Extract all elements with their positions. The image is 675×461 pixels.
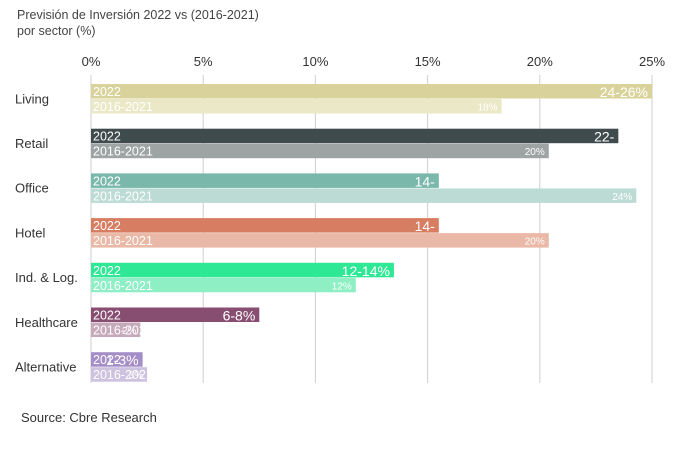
data-label: 1-3% — [106, 352, 139, 368]
bar — [91, 277, 356, 293]
bar — [91, 367, 148, 382]
data-label: 24% — [612, 192, 632, 203]
category-label: Hotel — [15, 225, 45, 240]
category-label: Ind. & Log. — [15, 270, 78, 285]
bar — [91, 188, 637, 203]
chart-title-line2: por sector (%) — [17, 24, 96, 38]
bar — [91, 128, 619, 144]
data-label: 12-14% — [342, 263, 390, 279]
bar-series-label: 2022 — [93, 353, 121, 367]
data-label: 2% — [122, 326, 137, 337]
bar-series-label: 2016-2021 — [93, 368, 153, 382]
bar-series-label: 2022 — [93, 264, 121, 278]
data-label: 3% — [129, 371, 144, 382]
category-label: Healthcare — [15, 315, 78, 330]
category-label: Living — [15, 91, 49, 106]
category-label: Alternative — [15, 359, 76, 374]
bar — [91, 84, 652, 99]
bar — [91, 143, 549, 159]
bar-series-label: 2022 — [93, 85, 121, 99]
chart-title: Previsión de Inversión 2022 vs (2016-202… — [17, 7, 259, 39]
bar-series-label: 2022 — [93, 174, 121, 188]
bar — [91, 322, 141, 337]
x-tick-label: 15% — [415, 54, 441, 69]
bar — [91, 352, 143, 367]
data-label: 14- — [415, 173, 436, 189]
x-tick-label: 10% — [302, 54, 328, 69]
bar-series-label: 2016-2021 — [93, 324, 153, 338]
bar-series-label: 2022 — [93, 219, 121, 233]
bar — [91, 233, 549, 248]
x-tick-label: 0% — [82, 54, 101, 69]
data-label: 6-8% — [223, 308, 256, 324]
data-label: 20% — [525, 237, 545, 248]
x-tick-label: 20% — [527, 54, 553, 69]
source-note: Source: Cbre Research — [21, 410, 157, 425]
bar-series-label: 2016-2021 — [93, 279, 153, 293]
bar-series-label: 2022 — [93, 309, 121, 323]
bar — [91, 218, 439, 233]
category-label: Office — [15, 181, 49, 196]
x-tick-label: 5% — [194, 54, 213, 69]
x-tick-label: 25% — [639, 54, 665, 69]
category-label: Retail — [15, 136, 48, 151]
data-label: 22- — [594, 129, 615, 145]
bar — [91, 262, 394, 278]
data-label: 14- — [415, 218, 436, 234]
bar-series-label: 2016-2021 — [93, 189, 153, 203]
bar — [91, 173, 439, 188]
data-label: 12% — [332, 281, 352, 292]
bar-series-label: 2016-2021 — [93, 234, 153, 248]
chart-title-line1: Previsión de Inversión 2022 vs (2016-202… — [17, 8, 259, 22]
bar-chart: 0% 5% 10% 15% 20% 25% Living 2022 24-26% 2016-202… — [15, 54, 665, 383]
bar — [91, 307, 260, 322]
data-label: 20% — [525, 147, 545, 158]
bar-series-label: 2016-2021 — [93, 145, 153, 159]
bar — [91, 99, 502, 114]
data-label: 24-26% — [600, 84, 648, 100]
data-label: 18% — [478, 103, 498, 114]
bar-series-label: 2016-2021 — [93, 100, 153, 114]
bar-series-label: 2022 — [93, 130, 121, 144]
